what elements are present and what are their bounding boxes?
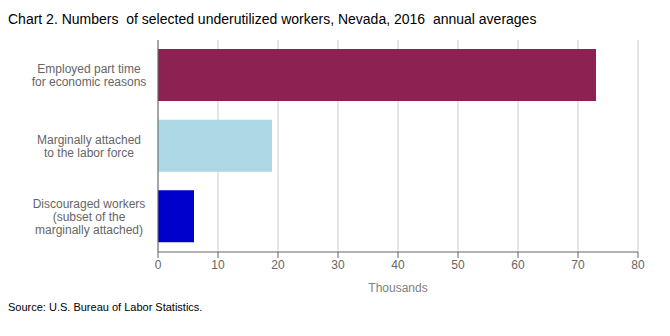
svg-text:70: 70 xyxy=(571,258,585,272)
svg-text:80: 80 xyxy=(631,258,645,272)
html-text:Source: U.S. Bureau of Labor S: Source: U.S. Bureau of Labor Statistics. xyxy=(8,301,203,313)
svg-text:Employed part timefor economic: Employed part timefor economic reasons xyxy=(32,62,147,89)
svg-text:10: 10 xyxy=(211,258,225,272)
svg-text:Marginally attachedto the labo: Marginally attachedto the labor force xyxy=(37,133,141,160)
svg-text:50: 50 xyxy=(451,258,465,272)
svg-text:40: 40 xyxy=(391,258,405,272)
svg-text:0: 0 xyxy=(155,258,162,272)
svg-text:Thousands: Thousands xyxy=(368,281,427,295)
svg-text:20: 20 xyxy=(271,258,285,272)
svg-text:Discouraged workers(subset of: Discouraged workers(subset of themargina… xyxy=(33,197,146,237)
svg-text:60: 60 xyxy=(511,258,525,272)
html-text:Chart 2. Numbers of selected u: Chart 2. Numbers of selected underutiliz… xyxy=(8,11,537,27)
svg-text:30: 30 xyxy=(331,258,345,272)
